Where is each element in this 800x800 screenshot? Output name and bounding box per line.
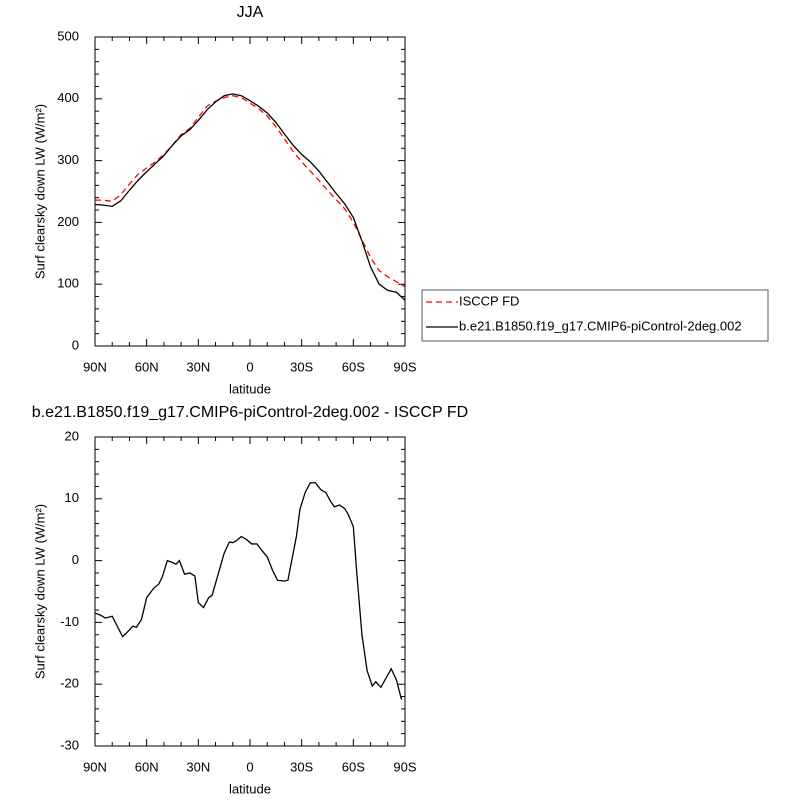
x-tick-label: 60S <box>342 759 365 774</box>
x-tick-label: 30S <box>290 759 313 774</box>
x-tick-label: 90S <box>393 359 416 374</box>
y-tick-label: 400 <box>57 90 79 105</box>
y-tick-label: -30 <box>60 737 79 752</box>
x-tick-label: 0 <box>246 359 253 374</box>
legend-box <box>421 289 769 342</box>
x-tick-label: 30S <box>290 359 313 374</box>
panel: b.e21.B1850.f19_g17.CMIP6-piControl-2deg… <box>32 404 468 796</box>
x-tick-label: 90N <box>83 759 107 774</box>
x-tick-label: 90N <box>83 359 107 374</box>
y-axis-label: Surf clearsky down LW (W/m²) <box>32 104 47 279</box>
y-tick-label: 300 <box>57 152 79 167</box>
x-tick-label: 60N <box>135 759 159 774</box>
legend-label: b.e21.B1850.f19_g17.CMIP6-piControl-2deg… <box>459 318 742 333</box>
chart-title: b.e21.B1850.f19_g17.CMIP6-piControl-2deg… <box>32 404 468 421</box>
data-line <box>94 93 406 301</box>
x-tick-label: 0 <box>246 759 253 774</box>
x-tick-label: 60S <box>342 359 365 374</box>
x-axis-label: latitude <box>229 781 271 796</box>
y-tick-label: 10 <box>65 490 79 505</box>
legend-label: ISCCP FD <box>459 293 519 308</box>
y-tick-label: -20 <box>60 676 79 691</box>
y-tick-label: 0 <box>72 552 79 567</box>
x-axis-label: latitude <box>229 381 271 396</box>
data-line <box>94 482 403 700</box>
panel: JJA latitude Surf clearsky down LW (W/m²) 0… <box>32 4 769 396</box>
x-tick-label: 30N <box>186 759 210 774</box>
x-tick-label: 60N <box>135 359 159 374</box>
x-tick-label: 30N <box>186 359 210 374</box>
y-tick-label: 0 <box>72 337 79 352</box>
y-tick-label: -10 <box>60 614 79 629</box>
chart-title: JJA <box>237 4 264 21</box>
x-tick-label: 90S <box>393 759 416 774</box>
plot-frame <box>94 36 406 347</box>
y-tick-label: 20 <box>65 428 79 443</box>
y-tick-label: 100 <box>57 276 79 291</box>
y-tick-label: 200 <box>57 214 79 229</box>
data-line <box>95 95 406 288</box>
y-axis-label: Surf clearsky down LW (W/m²) <box>32 504 47 679</box>
legend: ISCCP FD b.e21.B1850.f19_g17.CMIP6-piCont… <box>421 289 769 342</box>
y-tick-label: 500 <box>57 28 79 43</box>
